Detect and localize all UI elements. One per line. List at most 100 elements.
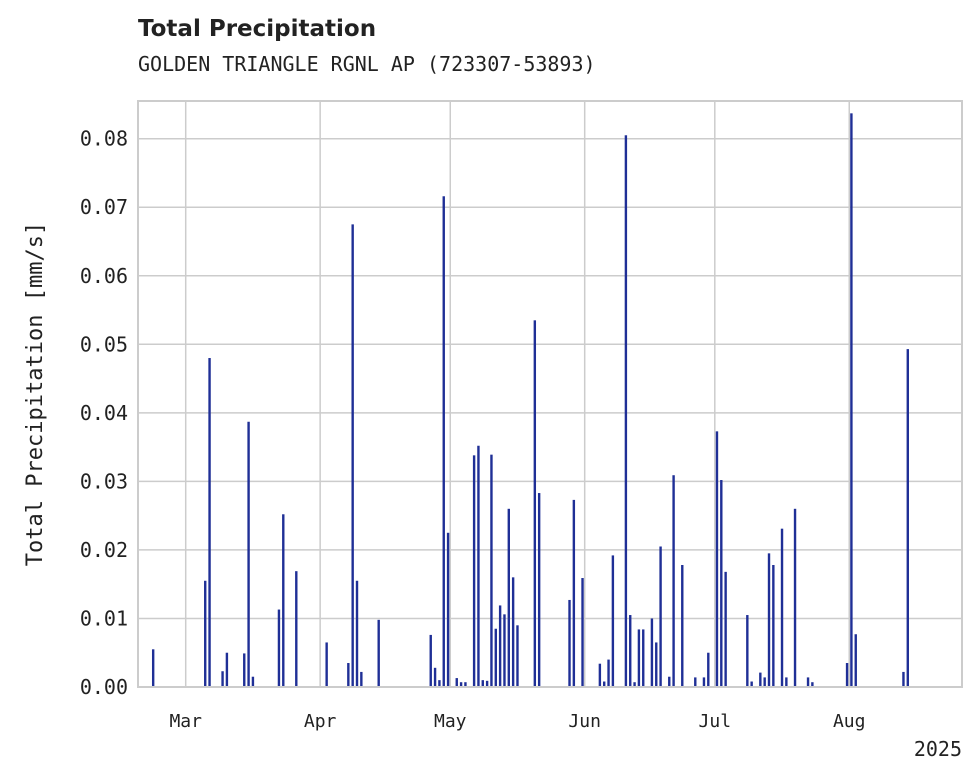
precip-bar — [668, 676, 671, 687]
precip-bar — [537, 493, 541, 687]
tick-labels: 0.00 0.01 0.02 0.03 0.04 0.05 0.06 0.07 0.08 Mar A… — [80, 127, 962, 761]
precip-bar — [672, 475, 675, 687]
y-tick-label: 0.04 — [80, 401, 128, 425]
precip-bar — [485, 680, 489, 687]
precip-bar — [282, 514, 285, 687]
precip-bar — [516, 625, 519, 687]
precip-bar — [715, 431, 719, 687]
y-axis-label: Total Precipitation [mm/s] — [23, 222, 48, 566]
precip-bar — [811, 682, 814, 687]
precip-bar — [707, 652, 710, 687]
x-tick-label: Jul — [699, 711, 732, 732]
precip-bar — [429, 634, 432, 687]
precip-bar — [793, 508, 797, 687]
precip-bar — [724, 571, 727, 687]
precip-bar — [208, 358, 211, 687]
precip-bar — [494, 628, 497, 687]
precip-bar — [750, 681, 753, 687]
precip-bar — [702, 677, 706, 687]
x-tick-label: Aug — [833, 711, 866, 732]
precip-bar — [759, 672, 762, 687]
precip-bar — [581, 578, 584, 687]
precip-bar — [681, 565, 684, 687]
precip-bar — [611, 555, 615, 687]
x-tick-label: Jun — [568, 711, 601, 732]
x-tick-label: Mar — [169, 711, 202, 732]
precip-bar — [243, 653, 246, 687]
precip-bar — [503, 614, 506, 687]
precip-bar — [633, 682, 636, 687]
precip-bar — [295, 571, 298, 687]
y-tick-label: 0.07 — [80, 195, 128, 219]
precip-bar — [433, 667, 437, 687]
precip-bar — [377, 619, 380, 687]
chart-title: Total Precipitation — [138, 16, 377, 42]
precip-bar — [772, 565, 775, 687]
precip-bar — [477, 445, 480, 687]
precip-bar — [845, 663, 849, 687]
precip-bar — [850, 113, 853, 687]
precip-bar — [572, 499, 576, 687]
chart-subtitle: GOLDEN TRIANGLE RGNL AP (723307-53893) — [138, 52, 596, 76]
precip-bar — [767, 553, 771, 687]
precip-bar — [498, 605, 502, 687]
y-tick-label: 0.08 — [80, 127, 128, 151]
precip-bar — [598, 663, 602, 687]
precip-bar — [360, 671, 363, 687]
precip-bar — [763, 677, 766, 687]
precip-bar — [650, 618, 654, 687]
x-offset-label: 2025 — [914, 737, 962, 761]
precip-bar — [507, 508, 510, 687]
y-tick-label: 0.00 — [80, 675, 128, 699]
precip-bar — [906, 349, 909, 687]
precip-bar — [637, 629, 641, 687]
precip-bar — [455, 678, 458, 687]
precip-bar — [347, 663, 350, 687]
precip-bar — [746, 615, 749, 687]
y-tick-label: 0.02 — [80, 538, 128, 562]
precip-bar — [464, 682, 467, 687]
precip-bar — [603, 681, 606, 687]
precip-bar — [481, 680, 484, 687]
x-tick-label: May — [434, 711, 467, 732]
precip-bar — [642, 629, 645, 687]
precip-bar — [446, 532, 450, 687]
precip-bar — [351, 224, 354, 688]
precip-bar — [806, 677, 810, 687]
precip-bar — [355, 580, 359, 687]
precip-bar — [490, 454, 493, 687]
precip-bar — [459, 682, 463, 687]
precip-bar — [151, 649, 155, 687]
precip-bar — [438, 680, 441, 687]
precip-bar — [442, 196, 445, 688]
precip-bar — [655, 642, 658, 687]
x-tick-label: Apr — [304, 711, 337, 732]
precip-bar — [720, 480, 723, 687]
precip-bar — [251, 676, 255, 687]
y-tick-label: 0.05 — [80, 332, 128, 356]
precip-bar — [568, 599, 571, 687]
precip-bar — [780, 528, 784, 687]
precip-bar — [607, 659, 610, 687]
precip-bar — [533, 320, 537, 687]
precip-bar — [472, 455, 476, 687]
precip-bar — [659, 546, 662, 687]
bars — [151, 113, 909, 688]
precip-bar — [694, 677, 697, 687]
precip-bar — [277, 609, 281, 687]
precip-bar — [624, 135, 628, 687]
plot-frame — [137, 100, 963, 688]
precip-bar — [225, 652, 229, 687]
precip-bar — [204, 580, 207, 687]
precip-bar — [221, 671, 224, 687]
precip-bar — [511, 577, 515, 687]
y-tick-label: 0.06 — [80, 264, 128, 288]
y-tick-label: 0.01 — [80, 606, 128, 630]
precip-bar — [325, 642, 328, 687]
precip-bar — [902, 671, 905, 687]
precip-bar — [785, 677, 788, 687]
precip-bar — [629, 615, 632, 687]
y-tick-label: 0.03 — [80, 469, 128, 493]
precip-bar — [247, 421, 250, 687]
